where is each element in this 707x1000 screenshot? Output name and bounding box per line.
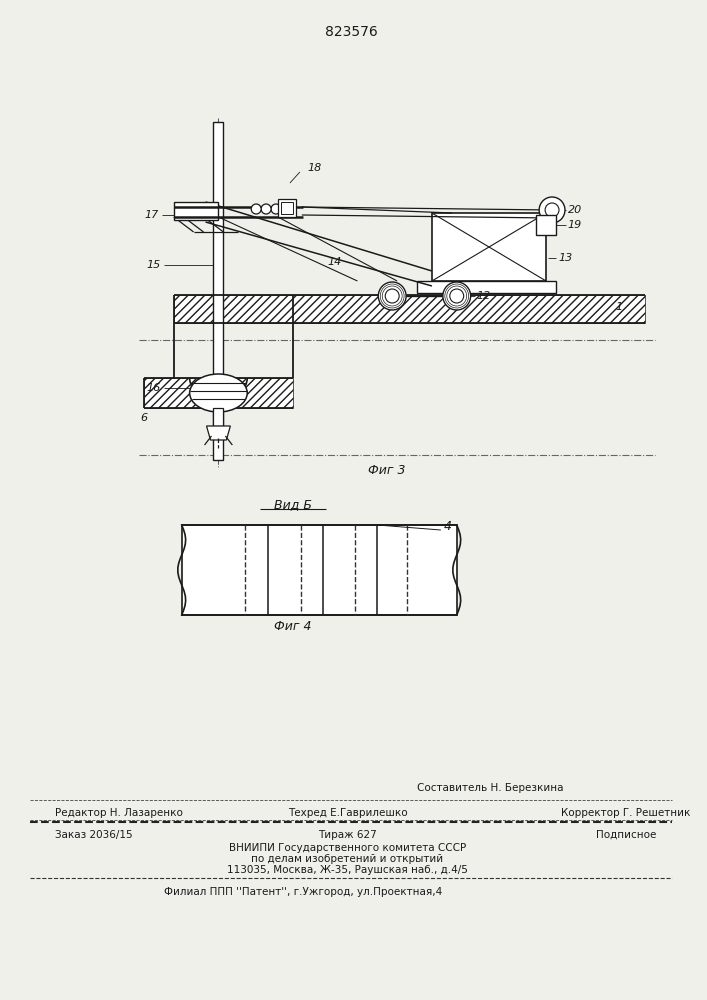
Text: 823576: 823576: [325, 25, 378, 39]
Text: Редактор Н. Лазаренко: Редактор Н. Лазаренко: [54, 808, 182, 818]
Text: Фиг 4: Фиг 4: [274, 620, 312, 634]
Polygon shape: [206, 426, 230, 440]
Text: Корректор Г. Решетник: Корректор Г. Решетник: [561, 808, 690, 818]
Text: 12: 12: [477, 291, 491, 301]
Circle shape: [261, 204, 271, 214]
Polygon shape: [144, 378, 293, 408]
Text: по делам изобретений и открытий: по делам изобретений и открытий: [252, 854, 443, 864]
Text: 16: 16: [146, 383, 161, 393]
Text: Фиг 3: Фиг 3: [368, 464, 406, 477]
Text: 17: 17: [145, 210, 159, 220]
Bar: [417, 281, 556, 293]
Circle shape: [539, 197, 565, 223]
Circle shape: [443, 282, 471, 310]
Circle shape: [251, 204, 261, 214]
Text: 14: 14: [327, 257, 342, 267]
Polygon shape: [174, 295, 645, 323]
Bar: [281, 202, 293, 214]
Text: 19: 19: [568, 220, 582, 230]
Ellipse shape: [189, 374, 247, 412]
Bar: [214, 122, 223, 460]
Text: Тираж 627: Тираж 627: [318, 830, 377, 840]
Circle shape: [450, 289, 464, 303]
Text: 18: 18: [308, 163, 322, 173]
Text: 6: 6: [140, 413, 147, 423]
Text: Подписное: Подписное: [596, 830, 656, 840]
Text: 13: 13: [558, 253, 572, 263]
Bar: [278, 199, 296, 217]
Text: Составитель Н. Березкина: Составитель Н. Березкина: [417, 783, 563, 793]
Circle shape: [271, 204, 281, 214]
Text: 15: 15: [146, 260, 161, 270]
Text: Заказ 2036/15: Заказ 2036/15: [54, 830, 132, 840]
Text: Вид Б: Вид Б: [274, 498, 312, 512]
Text: 113035, Москва, Ж-35, Раушская наб., д.4/5: 113035, Москва, Ж-35, Раушская наб., д.4…: [227, 865, 468, 875]
Text: Филиал ППП ''Патент'', г.Ужгород, ул.Проектная,4: Филиал ППП ''Патент'', г.Ужгород, ул.Про…: [164, 887, 442, 897]
Text: Техред Е.Гаврилешко: Техред Е.Гаврилешко: [288, 808, 407, 818]
Bar: [174, 202, 218, 220]
Text: ВНИИПИ Государственного комитета СССР: ВНИИПИ Государственного комитета СССР: [229, 843, 466, 853]
Text: 4: 4: [444, 520, 452, 534]
Text: 20: 20: [568, 205, 582, 215]
Bar: [182, 525, 457, 615]
Bar: [214, 408, 223, 426]
Text: 1: 1: [616, 302, 623, 312]
Bar: [174, 323, 293, 378]
Circle shape: [378, 282, 406, 310]
Circle shape: [385, 289, 399, 303]
Bar: [432, 213, 546, 281]
Circle shape: [545, 203, 559, 217]
Bar: [536, 215, 556, 235]
